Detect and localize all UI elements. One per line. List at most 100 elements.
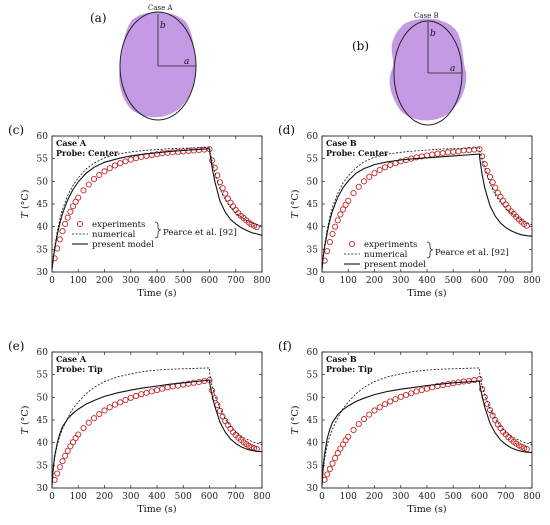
x-tick-label: 300: [122, 276, 139, 286]
legend-marker-experiments: [76, 220, 84, 228]
experiment-point: [371, 170, 378, 177]
experiment-point: [371, 407, 378, 414]
experiment-point: [523, 445, 530, 453]
x-tick-label: 800: [523, 276, 540, 286]
experiment-point: [329, 230, 336, 237]
y-axis-label: T (°C): [20, 406, 31, 435]
experiment-point: [216, 407, 224, 414]
experiment-point: [216, 179, 224, 186]
present-model-line: [321, 153, 533, 270]
experiment-point: [209, 157, 216, 164]
x-tick-label: 500: [445, 276, 462, 286]
y-tick-label: 35: [307, 245, 319, 255]
experiment-point: [138, 391, 145, 398]
x-tick-label: 600: [201, 492, 218, 502]
probe-title: Probe: Tip: [56, 364, 103, 374]
experiment-point: [332, 223, 339, 230]
x-tick-label: 100: [340, 492, 357, 502]
experiment-point: [321, 257, 328, 264]
experiment-point: [408, 390, 415, 397]
experiment-point: [465, 377, 473, 385]
experiment-point: [450, 148, 457, 155]
experiment-point: [366, 173, 373, 180]
x-tick-label: 100: [70, 492, 87, 502]
experiment-point: [90, 415, 98, 422]
x-tick-label: 0: [319, 492, 325, 502]
experiment-point: [67, 208, 74, 215]
experiment-point: [214, 401, 221, 409]
legend-label-experiments: experiments: [364, 240, 417, 250]
experiment-point: [337, 211, 344, 218]
experiment-point: [59, 228, 66, 235]
x-tick-label: 700: [497, 492, 514, 502]
y-tick-label: 50: [307, 393, 319, 403]
experiment-point: [329, 460, 336, 467]
experiment-point: [521, 445, 528, 452]
experiment-point: [143, 389, 150, 396]
chart-c: 0 100 200 300 400 500 600 700 800 30 35 40 45 50 55 60 T…: [8, 123, 271, 299]
experiment-point: [376, 166, 383, 174]
experiment-point: [96, 171, 103, 179]
y-tick-label: 55: [37, 371, 49, 381]
experiment-point: [418, 387, 425, 394]
experiment-point: [180, 148, 187, 155]
experiment-point: [500, 197, 507, 204]
x-tick-label: 700: [227, 492, 244, 502]
experiment-point: [164, 384, 171, 391]
probe-title: Probe: Center: [56, 148, 119, 158]
legend-label-experiments: experiments: [92, 220, 145, 230]
experiment-point: [489, 412, 496, 419]
experiment-point: [326, 239, 333, 246]
legend-reference: Pearce et al. [92]: [435, 248, 509, 258]
x-tick-label: 300: [122, 492, 139, 502]
experiment-point: [439, 150, 446, 157]
experiment-point: [476, 146, 483, 153]
y-tick-label: 45: [307, 416, 319, 426]
experiment-point: [360, 416, 368, 423]
panel-b-case-label: Case B: [414, 12, 439, 20]
experiment-point: [381, 164, 389, 171]
y-tick-label: 60: [37, 132, 49, 142]
experiment-point: [429, 151, 436, 158]
experiment-point: [248, 444, 255, 451]
experiment-point: [106, 165, 113, 172]
x-axis-label: Time (s): [137, 288, 176, 299]
experiment-point: [423, 385, 431, 392]
experiment-point: [455, 148, 462, 155]
panel-b: (b) Case B b a: [352, 12, 467, 126]
x-tick-label: 500: [175, 276, 192, 286]
y-tick-label: 60: [307, 348, 319, 358]
experiment-point: [90, 176, 98, 183]
y-tick-label: 35: [37, 461, 49, 471]
experiment-point: [159, 385, 166, 392]
y-tick-label: 35: [307, 461, 319, 471]
experiment-point: [64, 214, 71, 221]
x-tick-label: 300: [392, 276, 409, 286]
case-title: Case B: [326, 138, 357, 148]
experiment-point: [72, 435, 79, 442]
experiment-point: [326, 465, 333, 473]
experiment-point: [190, 147, 197, 154]
experiment-point: [122, 158, 129, 165]
experiment-point: [376, 404, 383, 411]
x-tick-label: 0: [49, 492, 55, 502]
experiment-point: [56, 464, 63, 471]
x-tick-label: 200: [96, 492, 113, 502]
y-tick-label: 30: [307, 484, 319, 494]
experiment-point: [117, 160, 124, 167]
experiment-point: [214, 172, 221, 179]
x-tick-label: 500: [175, 492, 192, 502]
experiment-point: [339, 206, 347, 213]
experiment-point: [413, 388, 420, 395]
x-tick-label: 200: [366, 276, 383, 286]
experiment-point: [185, 147, 192, 155]
y-tick-label: 35: [37, 245, 49, 255]
experiment-point: [494, 421, 501, 428]
y-tick-label: 50: [307, 177, 319, 187]
y-tick-label: 40: [37, 439, 49, 449]
experiment-point: [62, 220, 69, 227]
case-title: Case B: [326, 354, 357, 364]
